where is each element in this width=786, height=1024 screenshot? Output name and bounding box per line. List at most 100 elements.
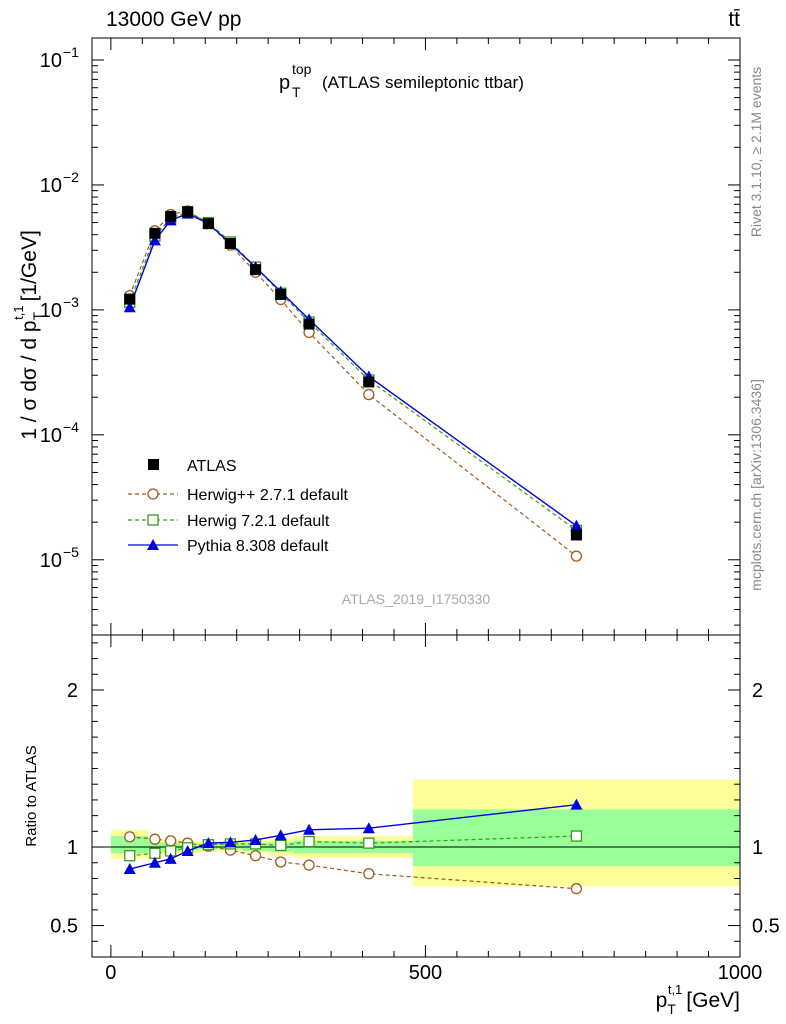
ratio-ytick-label-right: 0.5 xyxy=(752,916,780,938)
data-point-0 xyxy=(202,218,214,230)
ratio-xlabel: pTt,1 [GeV] xyxy=(656,982,740,1017)
legend-label-pythia: Pythia 8.308 default xyxy=(187,538,329,555)
main-ticks: 10−110−210−310−410−5 xyxy=(40,38,741,635)
legend-marker-atlas xyxy=(148,459,159,470)
ratio-point-0 xyxy=(303,859,315,871)
analysis-watermark: ATLAS_2019_I1750330 xyxy=(342,591,491,607)
ratio-xlabel-sup: t,1 xyxy=(668,982,682,997)
ratio-point-0 xyxy=(164,835,177,847)
data-point-0 xyxy=(124,293,136,305)
ratio-ytick-label: 0.5 xyxy=(50,916,78,938)
legend: ATLAS Herwig++ 2.7.1 default Herwig 7.2.… xyxy=(128,458,349,555)
data-point-3 xyxy=(570,519,583,531)
series-line-3 xyxy=(129,212,577,527)
energy-label: 13000 GeV pp xyxy=(106,8,241,31)
main-ytick-label: 10 xyxy=(40,550,62,572)
ratio-point-2 xyxy=(164,852,177,864)
ratio-ytick-label-right: 1 xyxy=(752,837,763,859)
ratio-point-2 xyxy=(181,844,194,856)
data-point-0 xyxy=(224,237,236,249)
data-point-3 xyxy=(148,234,161,246)
ratio-point-2 xyxy=(274,829,287,841)
ratio-point-0 xyxy=(149,833,161,845)
ratio-point-2 xyxy=(202,837,215,849)
mcplots-label: mcplots.cern.ch [arXiv:1306.3436] xyxy=(748,379,764,591)
rivet-label: Rivet 3.1.10, ≥ 2.1M events xyxy=(748,67,764,237)
ratio-point-2 xyxy=(362,822,375,834)
data-point-0 xyxy=(182,206,194,218)
data-point-0 xyxy=(149,227,161,239)
main-ytick-label: 10 xyxy=(40,50,62,72)
ratio-xlabel-unit: [GeV] xyxy=(686,989,740,1012)
main-ylabel-text: 1 / σ dσ / d p xyxy=(18,320,41,439)
ratio-point-2 xyxy=(570,798,583,810)
ratio-ticks: 0.5 0.5 1 1 2 2 0 500 1000 xyxy=(50,635,780,984)
main-ytick-label: 10 xyxy=(40,425,62,447)
ratio-series xyxy=(123,798,583,895)
main-ylabel: 1 / σ dσ / d pTt,1 [1/GeV] xyxy=(11,230,46,440)
ratio-point-0 xyxy=(570,883,583,895)
data-point-0 xyxy=(165,210,177,222)
ratio-point-1 xyxy=(363,837,375,849)
ratio-point-2 xyxy=(224,836,237,848)
ratio-bands xyxy=(110,779,740,887)
main-ytick-label-exp: −4 xyxy=(63,419,79,435)
ratio-point-0 xyxy=(124,831,136,843)
legend-marker-herwigpp xyxy=(147,488,159,500)
ratio-ytick-label: 1 xyxy=(67,837,78,859)
main-ytick-label-exp: −1 xyxy=(63,44,79,60)
plot-title-symbol-sup: top xyxy=(292,61,312,77)
data-point-0 xyxy=(250,264,262,276)
process-label: tt̄ xyxy=(728,8,740,31)
ratio-point-1 xyxy=(570,830,583,842)
ratio-frame xyxy=(91,634,741,958)
ratio-point-0 xyxy=(275,856,287,868)
data-point-0 xyxy=(363,376,375,388)
data-point-3 xyxy=(123,301,136,313)
data-point-0 xyxy=(275,288,287,300)
main-ylabel-sup: t,1 xyxy=(11,305,26,319)
main-ytick-label-exp: −5 xyxy=(63,544,79,560)
ratio-point-1 xyxy=(124,850,136,862)
main-ytick-label: 10 xyxy=(40,300,62,322)
ratio-point-2 xyxy=(148,856,161,868)
ratio-xtick-label: 1000 xyxy=(718,962,763,984)
main-ytick-label-exp: −3 xyxy=(63,294,79,310)
data-point-1 xyxy=(363,388,375,401)
ratio-point-2 xyxy=(303,823,316,835)
plot-title: (ATLAS semileptonic ttbar) xyxy=(322,73,524,92)
series-line-1 xyxy=(129,210,577,557)
ratio-xtick-label: 500 xyxy=(409,962,442,984)
legend-label-atlas: ATLAS xyxy=(187,458,237,475)
ratio-point-1 xyxy=(275,839,287,852)
ratio-ytick-label-right: 2 xyxy=(752,680,763,702)
ratio-point-0 xyxy=(249,850,262,862)
ratio-xlabel-text: p xyxy=(656,989,668,1012)
data-point-1 xyxy=(570,550,583,562)
legend-label-herwigpp: Herwig++ 2.7.1 default xyxy=(187,487,349,504)
svg-text:1 / σ dσ / d pTt,1[1/GeV]: 1 / σ dσ / d pTt,1 [1/GeV] xyxy=(11,230,46,440)
ratio-ytick-label: 2 xyxy=(67,680,78,702)
plot-title-symbol-base: p xyxy=(279,72,290,94)
main-ylabel-unit: [1/GeV] xyxy=(18,230,41,301)
ratio-panel: 0.5 0.5 1 1 2 2 0 500 1000 Ratio to ATLAS pTt,1 [… xyxy=(23,634,780,1017)
main-ytick-label-exp: −2 xyxy=(63,169,79,185)
plot-title-symbol-sub: T xyxy=(292,84,301,100)
legend-marker-herwig7 xyxy=(147,514,159,526)
series-line-2 xyxy=(129,211,577,531)
main-series xyxy=(123,205,583,562)
ratio-point-1 xyxy=(303,835,315,848)
ratio-band-stat xyxy=(110,836,149,854)
ratio-xtick-label: 0 xyxy=(105,962,116,984)
main-ylabel-sub: T xyxy=(30,311,46,320)
ratio-point-2 xyxy=(123,863,136,875)
data-point-0 xyxy=(303,318,315,330)
main-ytick-label: 10 xyxy=(40,175,62,197)
data-point-0 xyxy=(570,529,582,541)
legend-label-herwig7: Herwig 7.2.1 default xyxy=(187,513,330,530)
ratio-point-2 xyxy=(249,833,262,845)
legend-marker-pythia xyxy=(147,539,159,550)
ratio-ylabel: Ratio to ATLAS xyxy=(23,745,40,846)
main-panel: 10−110−210−310−410−5 p top T (ATLAS semi… xyxy=(11,37,741,636)
